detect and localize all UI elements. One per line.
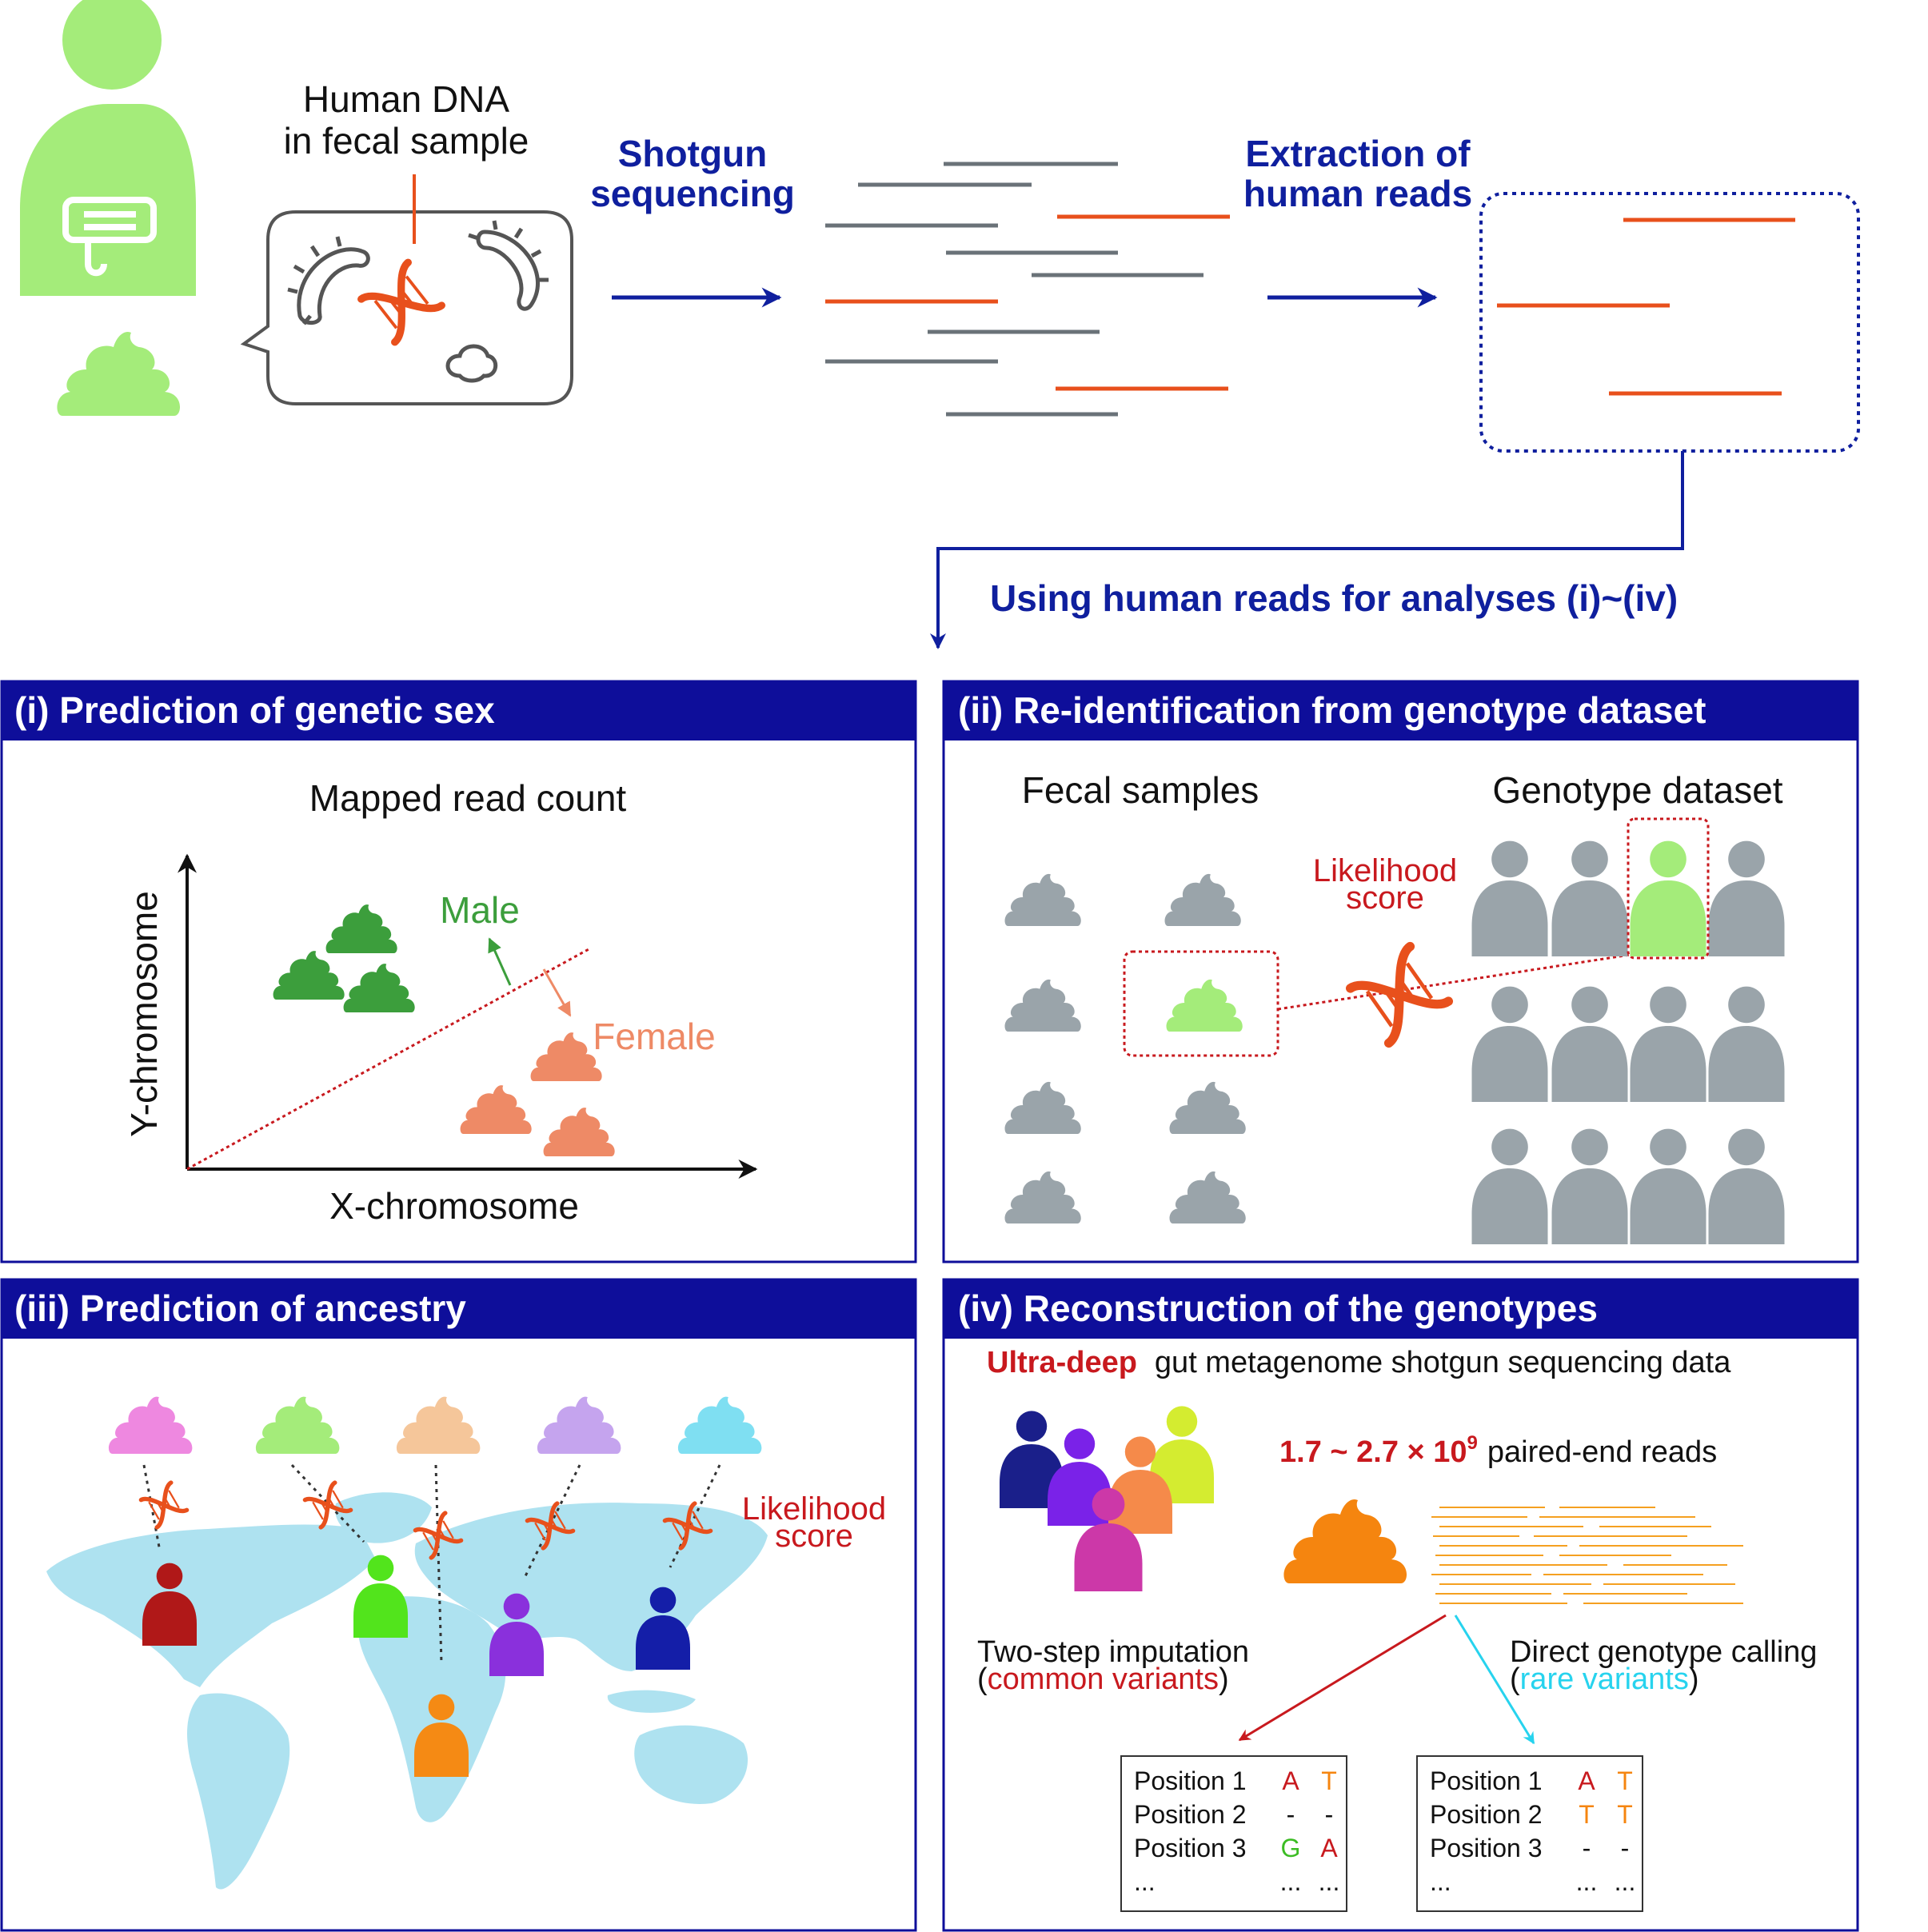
reads-count: 1.7 ~ 2.7 × 109 paired-end reads — [1279, 1432, 1717, 1469]
fecal-samples-header: Fecal samples — [1022, 769, 1259, 811]
shotgun-label-line2: sequencing — [590, 173, 795, 214]
table-cell-a1: - — [1287, 1800, 1295, 1829]
female-arrow — [542, 968, 572, 1017]
fecal-dna-label-line1: Human DNA — [303, 78, 510, 120]
bacterium-icon — [445, 344, 497, 383]
likelihood-label-line1: Likelihood — [742, 1491, 886, 1527]
panel-genotype-reconstruction: (iv) Reconstruction of the genotypes Ult… — [942, 1278, 1859, 1932]
human-reads-box — [1479, 192, 1860, 453]
imputation-arrow — [1238, 1614, 1447, 1742]
likelihood-label-line2: score — [775, 1519, 853, 1554]
imputation-table-frame — [1120, 1755, 1347, 1912]
table-cell-a2: ... — [1319, 1867, 1340, 1896]
sequencing-reads — [825, 162, 1230, 417]
table-cell-position: Position 2 — [1430, 1800, 1543, 1829]
australia — [634, 1725, 748, 1804]
panel-ancestry: (iii) Prediction of ancestry — [0, 1278, 917, 1932]
indonesia — [607, 1690, 696, 1713]
ultra-deep-reads — [1431, 1507, 1743, 1604]
table-cell-position: ... — [1430, 1867, 1451, 1896]
subtitle: Ultra-deep gut metagenome shotgun sequenc… — [987, 1346, 1731, 1379]
table-cell-a1: ... — [1280, 1867, 1302, 1896]
table-cell-a2: T — [1617, 1800, 1633, 1829]
selected-sample-highlight — [1123, 950, 1279, 1057]
intestine-icon — [62, 197, 157, 277]
reads-rest: paired-end reads — [1487, 1435, 1717, 1469]
greenland — [335, 1492, 432, 1543]
chart-title: Mapped read count — [309, 777, 627, 819]
table-cell-position: Position 1 — [1134, 1766, 1247, 1795]
table-cell-a1: ... — [1576, 1867, 1598, 1896]
table-cell-a1: A — [1578, 1766, 1595, 1795]
table-cell-position: Position 3 — [1134, 1834, 1247, 1862]
table-cell-position: Position 3 — [1430, 1834, 1543, 1862]
human-figure-icon — [20, 0, 196, 296]
likelihood-label-line2: score — [1346, 880, 1424, 916]
reads-exponent: 9 — [1467, 1432, 1478, 1454]
direct-call-genotype-table: Position 1 A T Position 2 T T Position 3 - -....… — [1430, 1766, 1635, 1896]
table-cell-position: Position 1 — [1430, 1766, 1543, 1795]
direct-call-table-frame — [1416, 1755, 1643, 1912]
table-cell-a2: T — [1321, 1766, 1337, 1795]
table-cell-a2: - — [1621, 1834, 1630, 1862]
table-cell-position: Position 2 — [1134, 1800, 1247, 1829]
y-axis-label: Y-chromosome — [123, 891, 165, 1137]
table-cell-a2: ... — [1615, 1867, 1636, 1896]
subtitle-rest: gut metagenome shotgun sequencing data — [1155, 1346, 1731, 1379]
x-axis-label: X-chromosome — [329, 1185, 579, 1227]
reads-value: 1.7 ~ 2.7 × 10 — [1279, 1435, 1467, 1469]
analyses-label: Using human reads for analyses (i)~(iv) — [990, 577, 1678, 619]
fecal-sample-icon — [57, 331, 181, 416]
ultra-deep-label: Ultra-deep — [987, 1346, 1137, 1379]
south-america — [187, 1693, 290, 1890]
panel-title: (iii) Prediction of ancestry — [14, 1287, 466, 1329]
extraction-label-line2: human reads — [1243, 173, 1472, 214]
table-cell-position: ... — [1134, 1867, 1156, 1896]
extraction-label-line1: Extraction of — [1245, 133, 1471, 174]
table-cell-a2: T — [1617, 1766, 1633, 1795]
fecal-dna-label-line2: in fecal sample — [284, 120, 529, 162]
method1-label: Two-step imputation — [977, 1635, 1249, 1669]
method1-variants: (common variants) — [977, 1663, 1229, 1696]
connector-arrow — [930, 451, 1684, 649]
panel-genetic-sex: (i) Prediction of genetic sex Mapped rea… — [0, 680, 917, 1263]
bacterium-icon — [287, 236, 370, 325]
panel-title: (i) Prediction of genetic sex — [14, 689, 495, 731]
table-cell-a1: A — [1282, 1766, 1299, 1795]
method2-variants: (rare variants) — [1510, 1663, 1699, 1696]
table-cell-a1: - — [1583, 1834, 1591, 1862]
direct-call-arrow — [1454, 1615, 1535, 1745]
genotype-dataset-header: Genotype dataset — [1492, 769, 1782, 811]
table-cell-a1: G — [1281, 1834, 1301, 1862]
fecal-sample-bubble — [240, 174, 573, 405]
panel-reidentification: (ii) Re-identification from genotype dat… — [942, 680, 1859, 1263]
table-cell-a2: A — [1320, 1834, 1338, 1862]
table-cell-a1: T — [1579, 1800, 1595, 1829]
match-line — [1277, 947, 1672, 1011]
matched-person-highlight — [1627, 817, 1710, 960]
panel-title: (iv) Reconstruction of the genotypes — [958, 1287, 1598, 1329]
panel-title: (ii) Re-identification from genotype dat… — [958, 689, 1706, 731]
method2-label: Direct genotype calling — [1510, 1635, 1817, 1669]
male-arrow — [488, 937, 512, 986]
north-america — [46, 1524, 376, 1687]
female-label: Female — [593, 1016, 715, 1057]
bacterium-icon — [468, 220, 549, 311]
shotgun-label-line1: Shotgun — [618, 133, 768, 174]
table-cell-a2: - — [1325, 1800, 1334, 1829]
likelihood-label-line1: Likelihood — [1313, 853, 1457, 888]
male-label: Male — [440, 889, 520, 931]
